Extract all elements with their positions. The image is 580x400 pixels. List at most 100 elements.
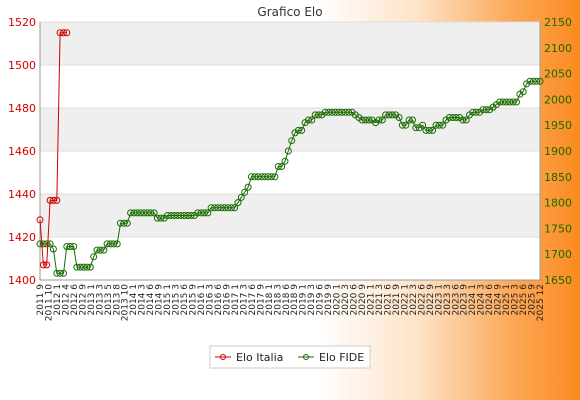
x-tick-label: 2013 10 [121, 284, 131, 321]
chart-title: Grafico Elo [257, 5, 322, 19]
data-point-elo-fide [395, 114, 403, 121]
data-point-elo-fide [251, 173, 259, 181]
data-point-elo-fide [341, 108, 349, 116]
data-point-elo-fide [308, 116, 316, 124]
data-point-elo-italia [39, 261, 47, 269]
x-tick-label: 2016 6 [214, 284, 224, 316]
data-point-elo-italia [53, 196, 61, 204]
x-tick-label: 2014 9 [155, 284, 165, 316]
data-point-elo-fide [157, 214, 165, 222]
x-tick-label: 2017 1 [231, 284, 241, 316]
y-tick-left: 1440 [8, 188, 36, 201]
data-point-elo-fide [325, 108, 333, 116]
data-point-elo-fide [288, 137, 296, 145]
data-point-elo-fide [60, 269, 67, 277]
x-tick-label: 2021 1 [367, 284, 377, 316]
x-tick-label: 2012 6 [70, 284, 80, 316]
x-tick-label: 2018 6 [282, 284, 292, 316]
data-point-elo-fide [472, 108, 480, 116]
data-point-elo-fide [174, 212, 182, 219]
data-point-elo-fide [526, 77, 534, 85]
data-point-elo-fide [36, 240, 44, 248]
x-tick-label: 2016 3 [206, 284, 216, 316]
data-point-elo-fide [90, 253, 98, 261]
data-point-elo-fide [211, 204, 218, 212]
data-point-elo-fide [93, 246, 101, 254]
data-point-elo-fide [429, 126, 437, 134]
data-point-elo-fide [405, 116, 413, 124]
data-point-elo-fide [66, 243, 74, 250]
data-point-elo-fide [231, 204, 239, 212]
x-tick-label: 2022 6 [417, 284, 427, 316]
data-point-elo-italia [49, 196, 57, 204]
data-point-elo-fide [435, 121, 443, 129]
x-tick-label: 2022 3 [409, 284, 419, 316]
data-point-elo-fide [120, 219, 128, 227]
x-tick-label: 2013 5 [104, 284, 114, 316]
data-point-elo-italia [56, 29, 64, 37]
x-tick-label: 2011 10 [45, 284, 55, 321]
data-point-elo-fide [143, 209, 151, 217]
x-tick-label: 2014 1 [129, 284, 139, 316]
data-point-elo-fide [170, 212, 178, 219]
data-point-elo-fide [113, 240, 121, 248]
data-point-elo-italia [46, 196, 54, 204]
data-point-elo-fide [449, 114, 457, 121]
data-point-elo-fide [358, 116, 366, 124]
data-point-elo-fide [137, 209, 145, 217]
data-point-elo-fide [412, 124, 420, 132]
x-tick-label: 2015 6 [180, 284, 190, 316]
x-tick-label: 2024 3 [477, 284, 487, 316]
x-tick-label: 2017 3 [239, 284, 249, 316]
data-point-elo-fide [53, 269, 61, 277]
data-point-elo-fide [258, 173, 265, 181]
data-point-elo-fide [533, 77, 541, 85]
data-point-elo-fide [261, 173, 269, 181]
legend-label-elo-italia: Elo Italia [236, 351, 283, 364]
data-point-elo-fide [422, 126, 430, 134]
data-point-elo-italia [63, 29, 71, 37]
data-point-elo-fide [311, 111, 319, 119]
y-tick-right: 1950 [544, 119, 572, 132]
x-tick-label: 2018 9 [290, 284, 300, 316]
x-tick-label: 2023 9 [460, 284, 470, 316]
legend-box [209, 345, 371, 369]
data-point-elo-fide [294, 126, 302, 134]
data-point-elo-fide [362, 116, 369, 124]
data-point-elo-fide [123, 219, 131, 227]
x-tick-label: 2020 1 [333, 284, 343, 316]
data-point-elo-fide [462, 116, 470, 124]
x-tick-label: 2013 1 [87, 284, 97, 316]
data-point-elo-fide [180, 212, 188, 219]
data-point-elo-fide [83, 263, 91, 271]
x-tick-label: 2015 1 [163, 284, 173, 316]
legend: Elo Italia Elo FIDE [209, 345, 371, 369]
data-point-elo-fide [247, 173, 255, 181]
data-point-elo-fide [469, 108, 477, 116]
data-point-elo-fide [80, 263, 88, 271]
y-tick-left: 1520 [8, 16, 36, 29]
data-point-elo-fide [184, 212, 192, 219]
x-tick-label: 2023 1 [434, 284, 444, 316]
x-tick-label: 2019 3 [307, 284, 317, 316]
x-tick-label: 2021 9 [392, 284, 402, 316]
data-point-elo-fide [338, 108, 346, 116]
data-point-elo-fide [506, 98, 514, 106]
data-point-elo-fide [432, 121, 440, 129]
data-point-elo-fide [234, 199, 242, 207]
x-tick-label: 2025 3 [511, 284, 521, 316]
data-point-elo-fide [110, 240, 118, 248]
data-point-elo-fide [409, 116, 416, 124]
x-tick-label: 2014 6 [146, 284, 156, 316]
x-tick-label: 2025 1 [502, 284, 512, 316]
y-tick-left: 1400 [8, 274, 36, 287]
data-point-elo-fide [315, 111, 322, 119]
data-point-elo-fide [49, 245, 57, 253]
data-point-elo-fide [459, 116, 467, 124]
plot-band [40, 194, 540, 237]
x-tick-label: 2015 9 [189, 284, 199, 316]
plot-band [40, 108, 540, 151]
data-point-elo-fide [244, 183, 252, 191]
data-point-elo-fide [335, 108, 343, 116]
